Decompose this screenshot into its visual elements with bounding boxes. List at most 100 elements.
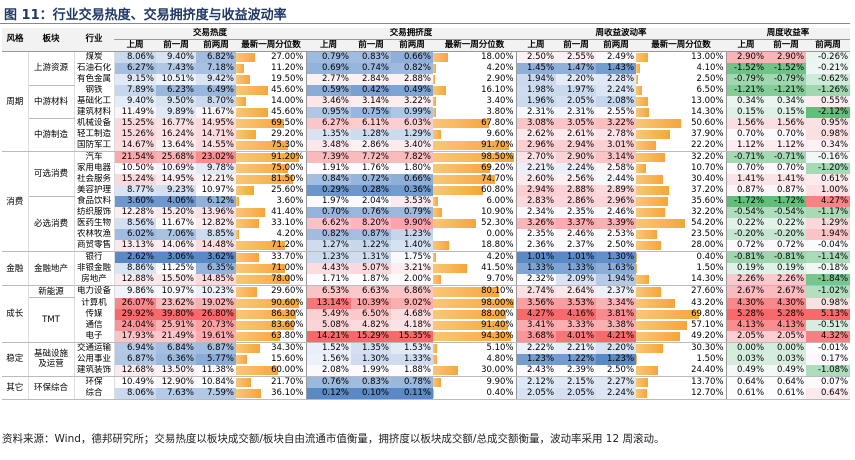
value-text: 1.40% (404, 240, 432, 250)
value-text: 8.20% (362, 218, 390, 228)
value-cell: 30.40% (636, 174, 727, 185)
value-text: 2.83% (527, 196, 555, 206)
value-text: -0.26% (817, 52, 849, 62)
value-text: 8.70% (206, 96, 234, 106)
industry-label: 纺织服饰 (74, 207, 115, 218)
column-header: 前一周 (766, 39, 807, 52)
column-header: 前两周 (806, 39, 851, 52)
column-header: 前两周 (391, 39, 434, 52)
value-cell: 0.66% (391, 174, 434, 185)
value-cell: 16.10% (433, 85, 517, 96)
value-text: 1.23% (404, 229, 432, 239)
value-cell: 88.00% (433, 308, 517, 320)
value-cell: 9.90% (391, 218, 434, 229)
column-header: 最新一周分位数 (433, 39, 517, 52)
value-text: 1.76% (362, 163, 390, 173)
value-cell: 29.92% (114, 308, 156, 320)
value-text: 9.42% (206, 74, 234, 84)
percentile-bar (236, 130, 257, 139)
value-cell: 2.37% (596, 285, 637, 298)
value-cell: 0.87% (351, 229, 392, 240)
value-cell: 25.68% (156, 151, 196, 163)
value-text: 29.92% (121, 308, 154, 319)
value-cell: 4.27% (516, 308, 557, 320)
data-row: 传媒 29.92% 39.80% 26.80% 86.30% 5.49% 6.50% 4.68… (2, 308, 851, 320)
value-cell: 10.90% (433, 207, 517, 218)
percentile-bar (433, 320, 509, 330)
value-cell: 8.70% (196, 96, 236, 107)
value-cell: 9.89% (156, 107, 196, 118)
value-cell: 78.00% (236, 274, 307, 286)
value-text: 0.83% (362, 376, 390, 387)
value-text: 2.50% (696, 74, 724, 84)
value-cell: -0.71% (766, 151, 807, 163)
percentile-bar (433, 164, 491, 173)
value-cell: 1.12% (766, 140, 807, 152)
value-cell: 1.56% (726, 118, 767, 129)
value-cell: 1.56% (306, 353, 352, 365)
percentile-bar (236, 377, 252, 387)
value-cell: 2.31% (516, 107, 557, 118)
value-text: 0.07% (821, 376, 849, 387)
value-cell: 3.41% (516, 319, 557, 331)
value-text: 3.80% (486, 107, 514, 117)
value-cell: 2.90% (556, 151, 597, 163)
value-text: 0.29% (322, 185, 350, 195)
percentile-bar (236, 164, 289, 173)
percentile-bar (636, 141, 656, 150)
value-text: 3.53% (404, 196, 432, 206)
value-text: 1.33% (527, 263, 555, 273)
value-cell: 3.81% (596, 308, 637, 320)
value-cell: -1.21% (766, 85, 807, 96)
value-cell: 2.15% (556, 376, 597, 388)
percentile-bar (636, 377, 649, 387)
value-text: 10.50% (121, 163, 154, 173)
value-text: 0.34% (821, 140, 849, 150)
value-text: 1.97% (567, 85, 595, 95)
value-text: 54.20% (691, 218, 724, 228)
industry-label: 电力设备 (74, 285, 115, 298)
percentile-bar (636, 53, 648, 62)
value-cell: 1.23% (391, 229, 434, 240)
value-text: 15.50% (161, 274, 194, 284)
value-text: 2.86% (362, 140, 390, 150)
value-text: 7.59% (206, 387, 234, 398)
value-text: 4.13% (737, 319, 765, 330)
value-cell: 2.86% (351, 140, 392, 152)
column-header: 前一周 (351, 39, 392, 52)
value-cell: 6.87% (114, 353, 156, 365)
value-text: 0.72% (737, 240, 765, 250)
value-text: 9.90% (404, 218, 432, 228)
value-text: 67.80% (481, 118, 514, 128)
value-text: 1.53% (404, 342, 432, 353)
value-cell: 2.35% (556, 207, 597, 218)
industry-label: 有色金属 (74, 74, 115, 85)
value-text: 10.84% (201, 376, 234, 387)
header-row: 风格 板块 行业 交易热度 交易拥挤度 周收益波动率 周度收益率 (2, 28, 851, 52)
value-cell: 1.23% (596, 353, 637, 365)
value-text: 6.50% (696, 85, 724, 95)
percentile-bar (236, 354, 247, 364)
value-text: 2.36% (527, 240, 555, 250)
industry-label: 银行 (74, 251, 115, 263)
value-text: 0.76% (322, 376, 350, 387)
group-header: 周度收益率 (726, 28, 851, 40)
group-header: 板块 (28, 28, 74, 52)
value-text: 16.10% (481, 85, 514, 95)
value-cell: 9.70% (433, 274, 517, 286)
value-text: 69.80% (691, 308, 724, 319)
percentile-bar (636, 153, 665, 162)
value-cell: 3.08% (516, 118, 557, 129)
value-text: 0.61% (737, 387, 765, 398)
value-cell: 2.46% (556, 229, 597, 240)
value-text: 6.62% (322, 218, 350, 228)
value-cell: 6.62% (306, 218, 352, 229)
value-cell: 4.68% (391, 308, 434, 320)
value-text: -0.62% (817, 74, 849, 84)
value-text: 25.68% (161, 152, 194, 162)
data-row: 家用电器 10.50% 10.69% 9.78% 75.00% 1.91% 1.76% 1.8… (2, 163, 851, 174)
value-cell: 2.20% (556, 74, 597, 85)
value-cell: 12.28% (114, 207, 156, 218)
industry-label: 环保 (74, 376, 115, 388)
value-text: 69.20% (481, 163, 514, 173)
